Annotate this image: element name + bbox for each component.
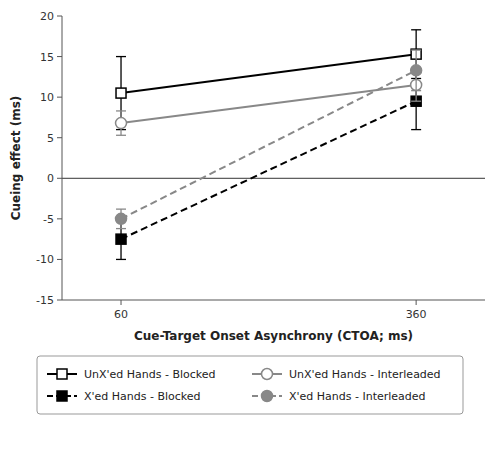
y-axis-label: Cueing effect (ms) bbox=[9, 96, 23, 221]
series bbox=[116, 69, 422, 136]
y-axis: -15 -10 -5 0 5 10 15 20 bbox=[36, 10, 485, 307]
y-tick-label: 20 bbox=[40, 10, 54, 23]
y-tick bbox=[57, 137, 62, 138]
legend-label: UnX'ed Hands - Blocked bbox=[84, 368, 216, 381]
y-axis-line bbox=[62, 16, 63, 300]
y-tick-label: 0 bbox=[47, 172, 54, 185]
legend-label: X'ed Hands - Blocked bbox=[84, 390, 201, 403]
series-line bbox=[121, 54, 416, 93]
y-tick-label: 5 bbox=[47, 132, 54, 145]
error-bar bbox=[116, 209, 126, 228]
error-bar bbox=[116, 111, 126, 135]
x-axis: 60 360 bbox=[62, 300, 485, 321]
y-tick-label: -15 bbox=[36, 294, 54, 307]
series-line bbox=[121, 70, 416, 218]
x-tick-label: 60 bbox=[114, 308, 128, 321]
plot-area bbox=[62, 16, 485, 300]
y-tick bbox=[57, 178, 62, 179]
series bbox=[116, 73, 421, 260]
y-tick-label: 15 bbox=[40, 51, 54, 64]
zero-line bbox=[62, 178, 485, 179]
legend-item: UnX'ed Hands - Interleaded bbox=[252, 368, 441, 381]
legend-marker bbox=[57, 391, 67, 401]
legend-marker bbox=[262, 391, 273, 402]
y-tick bbox=[57, 97, 62, 98]
y-tick-label: -10 bbox=[36, 253, 54, 266]
point bbox=[116, 213, 127, 224]
series bbox=[116, 30, 421, 130]
series-line bbox=[121, 85, 416, 123]
legend-marker bbox=[262, 369, 273, 380]
legend-item: X'ed Hands - Interleaded bbox=[252, 390, 426, 403]
legend-marker bbox=[57, 369, 67, 379]
point bbox=[116, 88, 126, 98]
y-tick bbox=[57, 16, 62, 17]
y-tick bbox=[57, 218, 62, 219]
error-bar bbox=[411, 50, 421, 91]
legend-item: X'ed Hands - Blocked bbox=[47, 390, 201, 403]
y-tick bbox=[57, 56, 62, 57]
series bbox=[116, 50, 422, 229]
legend-label: X'ed Hands - Interleaded bbox=[289, 390, 426, 403]
chart: -15 -10 -5 0 5 10 15 20 60 360 Cue-Target Onset As… bbox=[0, 0, 500, 458]
series-line bbox=[121, 101, 416, 239]
x-tick bbox=[416, 300, 417, 305]
point bbox=[116, 118, 127, 129]
legend-label: UnX'ed Hands - Interleaded bbox=[289, 368, 441, 381]
x-tick bbox=[121, 300, 122, 305]
y-tick bbox=[57, 300, 62, 301]
x-axis-line bbox=[62, 300, 485, 301]
legend-item: UnX'ed Hands - Blocked bbox=[47, 368, 216, 381]
x-tick-label: 360 bbox=[406, 308, 427, 321]
y-tick bbox=[57, 259, 62, 260]
y-tick-label: -5 bbox=[43, 213, 54, 226]
legend: UnX'ed Hands - Blocked X'ed Hands - Block… bbox=[37, 356, 463, 414]
x-axis-label: Cue-Target Onset Asynchrony (CTOA; ms) bbox=[134, 329, 413, 343]
error-bar bbox=[116, 57, 126, 130]
point bbox=[116, 234, 126, 244]
point bbox=[411, 65, 422, 76]
legend-frame bbox=[37, 356, 463, 414]
series-group bbox=[116, 30, 422, 260]
y-tick-label: 10 bbox=[40, 91, 54, 104]
